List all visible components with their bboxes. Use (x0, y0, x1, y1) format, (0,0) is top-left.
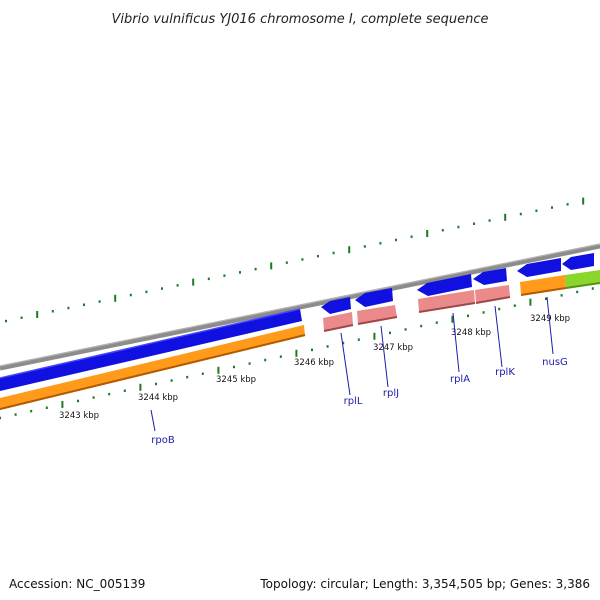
gene-label-rplk[interactable]: rplK (495, 367, 515, 378)
gene-label-rplj[interactable]: rplJ (383, 388, 399, 399)
outer-tick-ring (5, 197, 585, 323)
nusb-cds-feature[interactable] (517, 258, 561, 277)
rplj-rrna-feature[interactable] (357, 305, 397, 324)
map-title: Vibrio vulnificus YJ016 chromosome I, co… (111, 12, 488, 27)
gene-label-rpla[interactable]: rplA (450, 374, 470, 385)
kbp-label-3245: 3245 kbp (216, 375, 256, 385)
accession-text: Accession: NC_005139 (9, 577, 146, 591)
sequence-summary-text: Topology: circular; Length: 3,354,505 bp… (260, 577, 590, 591)
kbp-scale: 3243 kbp 3244 kbp 3245 kbp 3246 kbp 3247… (59, 314, 570, 421)
rplj-cds-feature[interactable] (355, 288, 393, 307)
gene-label-rpob[interactable]: rpoB (151, 435, 175, 446)
rpll-cds-feature[interactable] (321, 297, 351, 314)
rpob-cds-feature[interactable] (0, 309, 302, 391)
kbp-label-3246: 3246 kbp (294, 358, 334, 368)
kbp-label-3247: 3247 kbp (373, 343, 413, 353)
kbp-label-3243: 3243 kbp (59, 411, 99, 421)
cds-track (0, 253, 594, 391)
gene-labels: rpoB rplL rplJ rplA rplK nusG (151, 357, 568, 446)
inner-tick-ring (0, 287, 594, 420)
rplk-cds-feature[interactable] (473, 268, 507, 285)
gene-label-rpll[interactable]: rplL (344, 396, 363, 407)
genome-backbone (0, 243, 600, 371)
rpla-cds-feature[interactable] (417, 274, 472, 296)
nusg-gene-feature[interactable] (520, 275, 566, 295)
gene-label-nusg[interactable]: nusG (542, 357, 568, 368)
rpob-gene-feature[interactable] (0, 325, 305, 410)
next-cds-feature[interactable] (562, 253, 594, 270)
gene-label-leaders (150, 296, 554, 432)
gene-track (0, 270, 600, 410)
kbp-label-3248: 3248 kbp (451, 328, 491, 338)
kbp-label-3249: 3249 kbp (530, 314, 570, 324)
rpla-rrna-feature[interactable] (418, 290, 475, 312)
kbp-label-3244: 3244 kbp (138, 393, 178, 403)
